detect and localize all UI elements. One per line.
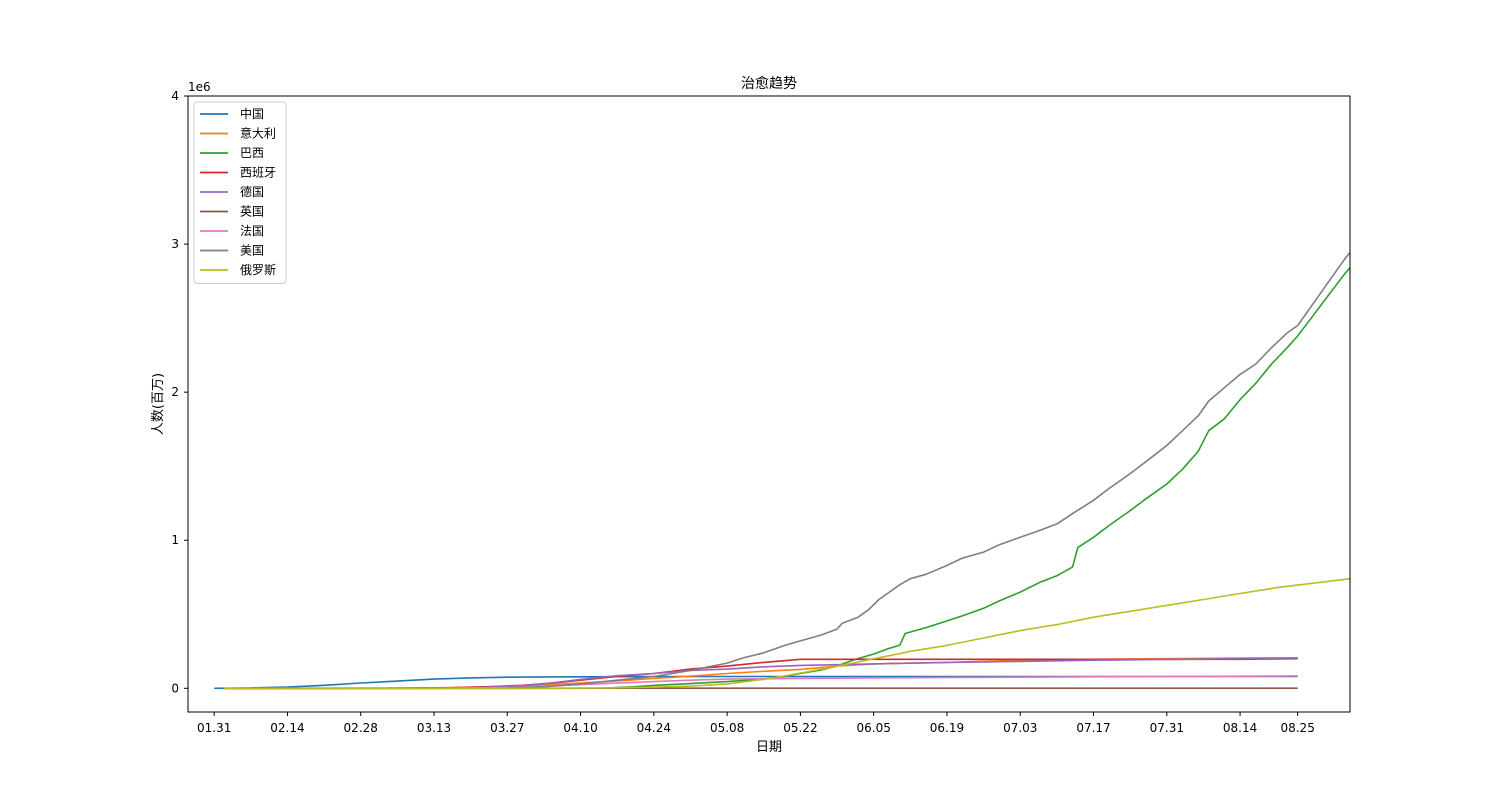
x-tick-label: 07.17 — [1076, 721, 1110, 735]
x-tick-label: 07.31 — [1150, 721, 1184, 735]
x-tick-label: 04.24 — [637, 721, 671, 735]
series-line — [224, 266, 1350, 690]
legend-label: 美国 — [240, 244, 264, 258]
x-tick-label: 08.25 — [1280, 721, 1314, 735]
legend-label: 意大利 — [240, 126, 276, 141]
plot-frame — [187, 95, 1351, 713]
legend-label: 巴西 — [240, 146, 264, 160]
x-tick-label: 05.08 — [710, 721, 744, 735]
legend-label: 西班牙 — [240, 166, 276, 180]
y-tick-label: 0 — [171, 681, 179, 695]
series-line — [224, 657, 1298, 690]
series-line — [214, 675, 1298, 690]
x-tick-label: 05.22 — [783, 721, 817, 735]
x-tick-label: 03.27 — [490, 721, 524, 735]
legend-box — [193, 101, 287, 284]
y-tick-label: 2 — [171, 385, 179, 399]
x-tick-label: 06.05 — [857, 721, 891, 735]
legend-label: 德国 — [240, 184, 264, 199]
legend-label: 英国 — [240, 205, 264, 219]
x-tick-label: 08.14 — [1223, 721, 1257, 735]
series-line — [224, 251, 1350, 690]
x-tick-label: 02.28 — [344, 721, 378, 735]
y-tick-label: 4 — [171, 89, 179, 103]
x-tick-label: 03.13 — [417, 721, 451, 735]
x-tick-label: 04.10 — [563, 721, 597, 735]
legend-label: 俄罗斯 — [240, 263, 276, 277]
x-tick-label: 01.31 — [197, 721, 231, 735]
x-tick-label: 07.03 — [1003, 721, 1037, 735]
series-line — [224, 577, 1350, 690]
chart-title: 治愈趋势 — [741, 76, 797, 92]
legend-label: 中国 — [240, 106, 264, 121]
x-tick-label: 02.14 — [270, 721, 304, 735]
x-axis-label: 日期 — [756, 740, 782, 755]
x-tick-label: 06.19 — [930, 721, 964, 735]
y-tick-label: 1 — [171, 533, 179, 547]
legend-label: 法国 — [240, 224, 264, 238]
y-tick-label: 3 — [171, 237, 179, 251]
y-axis-label: 人数(百万) — [151, 373, 166, 435]
y-multiplier-label: 1e6 — [188, 80, 211, 94]
